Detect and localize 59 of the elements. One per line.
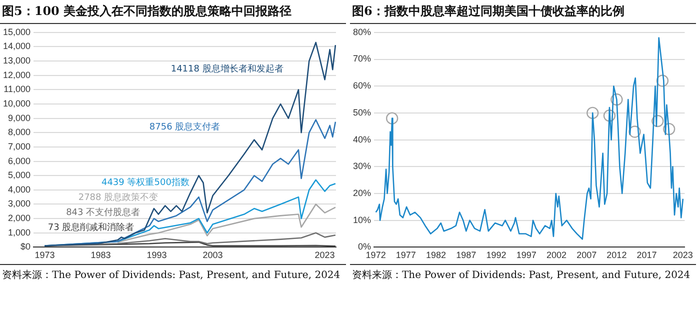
x-tick-label: 2012 — [606, 250, 627, 260]
y-tick-label: 50% — [353, 107, 372, 118]
x-tick-label: 1993 — [146, 250, 167, 260]
y-tick-label: 10,000 — [2, 98, 31, 108]
x-tick-label: 1972 — [366, 250, 386, 260]
y-tick-label: 12,000 — [2, 70, 31, 80]
text: 4439 等权重500指数 — [101, 177, 190, 188]
x-tick-label: 1987 — [456, 250, 476, 260]
series-label: 73 股息削减和消除者 — [48, 222, 134, 234]
y-tick-label: 30% — [353, 161, 372, 172]
y-tick-label: 7,000 — [8, 141, 31, 152]
point — [610, 93, 623, 106]
y-tick-label: 4,000 — [8, 184, 31, 194]
y-tick-label: 10% — [353, 214, 372, 225]
text: 843 不支付股息者 — [66, 207, 140, 218]
x-tick-label: 1997 — [516, 250, 536, 260]
y-tick-label: 5,000 — [8, 170, 31, 180]
y-tick-label: 3,000 — [8, 198, 31, 209]
x-tick-label: 2017 — [636, 250, 657, 260]
y-tick-label: 8,000 — [8, 127, 31, 138]
y-tick-label: 14,000 — [2, 41, 31, 52]
point — [586, 106, 599, 120]
x-tick-label: 1973 — [34, 250, 55, 260]
x-tick-label: 1983 — [90, 250, 111, 260]
y-tick-label: 2,000 — [8, 213, 31, 224]
x-tick-label: 2023 — [314, 250, 335, 260]
y-tick-label: 15,000 — [2, 26, 31, 37]
y-tick-label: 11,000 — [4, 84, 31, 94]
y-tick-label: 80% — [353, 26, 372, 37]
text: 2788 股息政策不变 — [78, 192, 158, 204]
text: 14118 股息增长者和发起者 — [170, 63, 284, 74]
y-tick-label: 70% — [353, 54, 372, 64]
x-tick-label: 1977 — [396, 250, 416, 260]
y-tick-label: 1,000 — [8, 227, 31, 238]
y-tick-label: 13,000 — [2, 56, 31, 66]
x-tick-label: 2007 — [576, 250, 597, 260]
point — [652, 114, 664, 128]
point — [386, 112, 398, 124]
y-tick-label: 20% — [353, 188, 372, 198]
x-tick-label: 2002 — [546, 250, 566, 260]
x-tick-label: 1992 — [486, 250, 506, 260]
point — [603, 110, 616, 122]
y-tick-label: $0 — [20, 242, 31, 252]
y-tick-label: 0% — [358, 242, 372, 252]
y-tick-label: 9,000 — [8, 112, 31, 123]
chart-title: 图6：指数中股息率超过同期美国十债收益率的比例 — [350, 0, 696, 24]
text: 资料来源：The Power of Dividends: Past, Present, and Future, 2024 — [350, 264, 696, 283]
text: 资料来源：The Power of Dividends: Past, Present, and Future, 2024 — [0, 264, 346, 283]
point — [656, 74, 669, 87]
point — [662, 122, 676, 136]
y-tick-label: 6,000 — [8, 156, 31, 166]
chart-title: 图5：100 美金投入在不同指数的股息策略中回报路径 — [0, 0, 346, 24]
x-tick-label: 1982 — [426, 250, 446, 260]
y-tick-label: 60% — [353, 80, 372, 91]
x-tick-label: 2003 — [202, 250, 223, 260]
y-tick-label: 40% — [353, 134, 372, 144]
x-tick-label: 2023 — [672, 250, 693, 260]
text: 8756 股息支付者 — [149, 121, 220, 132]
point — [628, 126, 641, 138]
